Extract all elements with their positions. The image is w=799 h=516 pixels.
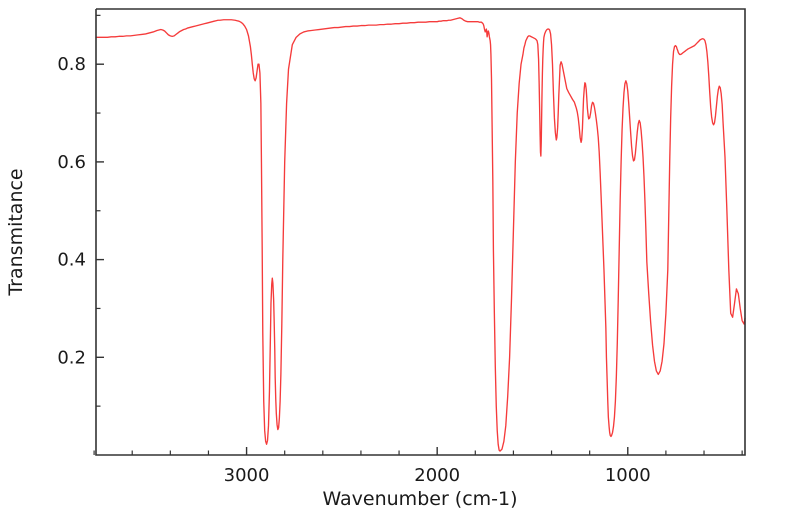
y-tick-label: 0.4 — [57, 250, 86, 271]
x-axis-label: Wavenumber (cm-1) — [322, 488, 517, 510]
y-tick-label: 0.6 — [57, 152, 86, 173]
x-tick-label: 3000 — [224, 465, 270, 486]
y-tick-label: 0.2 — [57, 347, 86, 368]
spectrum-trace — [95, 17, 746, 452]
y-axis-label: Transmitance — [5, 168, 27, 296]
x-axis-tick-labels: 3000 2000 1000 — [224, 465, 651, 486]
y-tick-label: 0.8 — [57, 54, 86, 75]
y-axis-major-ticks — [96, 63, 104, 359]
x-tick-label: 2000 — [414, 465, 460, 486]
y-axis-tick-labels: 0.2 0.4 0.6 0.8 — [57, 54, 86, 368]
axes-spines — [95, 8, 746, 456]
x-tick-label: 1000 — [605, 465, 651, 486]
x-axis-major-ticks — [245, 447, 629, 455]
